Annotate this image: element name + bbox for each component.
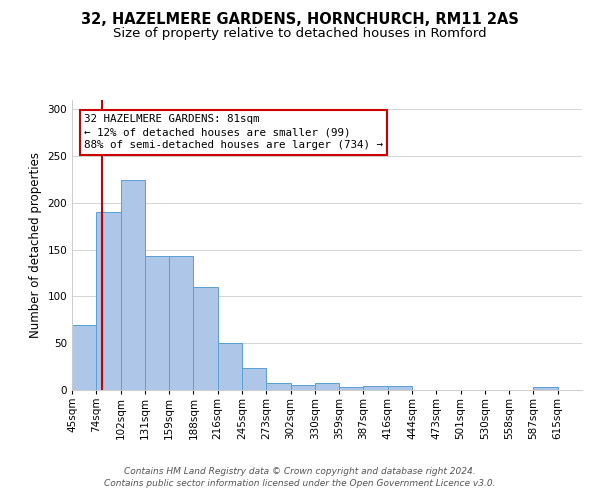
Bar xyxy=(145,256,169,390)
Bar xyxy=(266,382,290,390)
Bar xyxy=(72,324,96,390)
Bar xyxy=(96,212,121,390)
Bar xyxy=(218,343,242,390)
Bar xyxy=(290,386,315,390)
Y-axis label: Number of detached properties: Number of detached properties xyxy=(29,152,42,338)
Bar xyxy=(121,180,145,390)
Bar xyxy=(242,368,266,390)
Bar xyxy=(388,386,412,390)
Text: Size of property relative to detached houses in Romford: Size of property relative to detached ho… xyxy=(113,28,487,40)
Bar xyxy=(364,386,388,390)
Text: 32 HAZELMERE GARDENS: 81sqm
← 12% of detached houses are smaller (99)
88% of sem: 32 HAZELMERE GARDENS: 81sqm ← 12% of det… xyxy=(84,114,383,150)
Bar xyxy=(315,382,339,390)
Bar xyxy=(339,387,364,390)
Bar xyxy=(169,256,193,390)
Bar xyxy=(193,287,218,390)
Text: 32, HAZELMERE GARDENS, HORNCHURCH, RM11 2AS: 32, HAZELMERE GARDENS, HORNCHURCH, RM11 … xyxy=(81,12,519,28)
Text: Contains HM Land Registry data © Crown copyright and database right 2024.
Contai: Contains HM Land Registry data © Crown c… xyxy=(104,466,496,487)
Bar xyxy=(533,387,558,390)
